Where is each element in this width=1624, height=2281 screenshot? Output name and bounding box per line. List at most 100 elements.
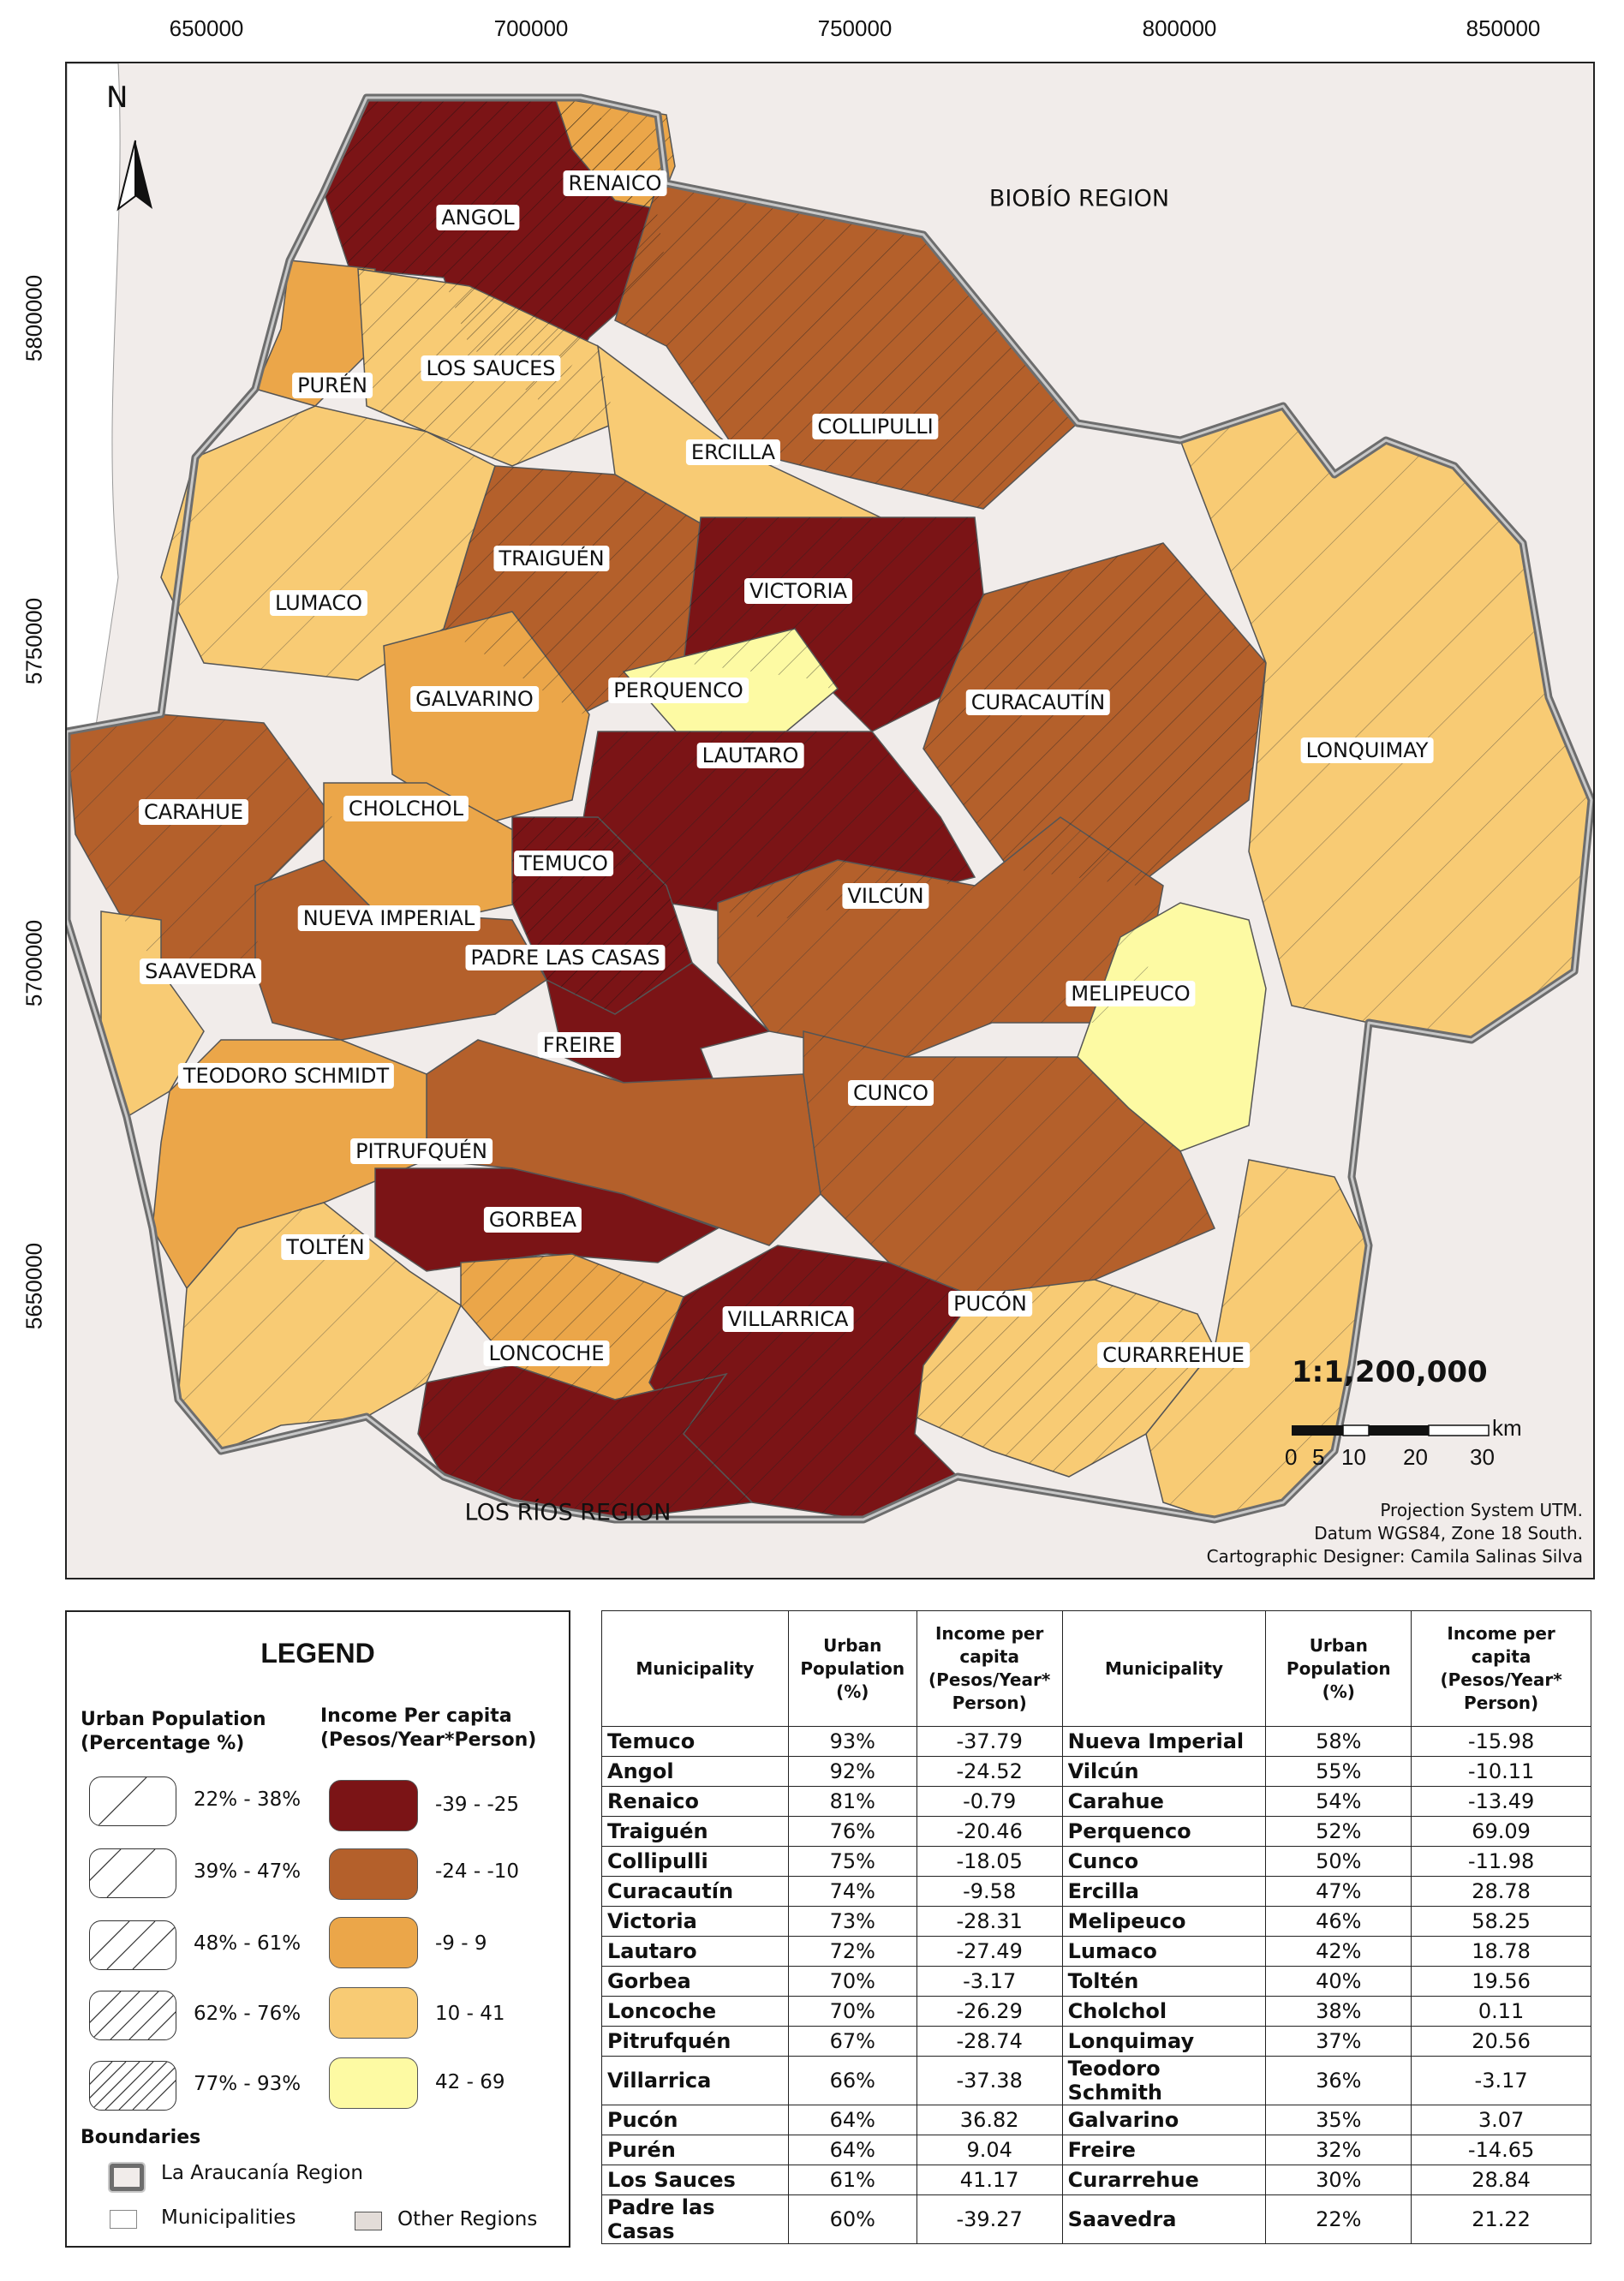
table-row: Purén 64% 9.04 Freire 32% -14.65	[601, 2135, 1591, 2165]
cell-urban-right: 40%	[1265, 1966, 1412, 1997]
table-row: Renaico 81% -0.79 Carahue 54% -13.49	[601, 1786, 1591, 1817]
legend-municipalities-icon	[110, 2210, 137, 2229]
municipality-data-table: Municipality Urban Population (%) Income p…	[601, 1610, 1591, 2244]
label-cholchol: CHOLCHOL	[343, 796, 469, 821]
cell-municipality-right: Saavedra	[1061, 2194, 1267, 2244]
cell-urban-left: 60%	[787, 2194, 917, 2244]
label-lumaco: LUMACO	[269, 590, 368, 616]
label-temuco: TEMUCO	[514, 851, 613, 876]
legend-urban-swatch-1	[89, 1776, 176, 1826]
legend-income-label-1: -39 - -25	[435, 1794, 520, 1816]
cell-urban-right: 37%	[1265, 2026, 1412, 2057]
x-tick-750000: 750000	[817, 15, 893, 41]
muni-nueva-imperial	[254, 859, 547, 1041]
label-gorbea: GORBEA	[483, 1207, 582, 1233]
cell-income-left: -37.79	[916, 1726, 1063, 1757]
cell-municipality-left: Lautaro	[601, 1936, 789, 1967]
cell-municipality-left: Los Sauces	[601, 2165, 789, 2195]
table-row: Victoria 73% -28.31 Melipeuco 46% 58.25	[601, 1906, 1591, 1937]
cell-municipality-right: Perquenco	[1061, 1816, 1267, 1847]
cell-income-right: 58.25	[1411, 1906, 1591, 1937]
cell-income-left: -24.52	[916, 1756, 1063, 1787]
table-row: Los Sauces 61% 41.17 Curarrehue 30% 28.84	[601, 2165, 1591, 2195]
cell-income-left: -28.31	[916, 1906, 1063, 1937]
cell-income-left: -37.38	[916, 2056, 1063, 2105]
scale-bar	[1292, 1424, 1490, 1436]
cell-urban-right: 36%	[1265, 2056, 1412, 2105]
y-tick-5700000: 5700000	[21, 919, 47, 1007]
cell-income-right: -14.65	[1411, 2135, 1591, 2165]
cell-municipality-right: Lonquimay	[1061, 2026, 1267, 2057]
header-income-2: Income per capita (Pesos/Year* Person)	[1411, 1610, 1591, 1727]
cell-municipality-left: Collipulli	[601, 1846, 789, 1877]
scale-unit: km	[1492, 1415, 1522, 1441]
legend-income-swatch-4	[329, 1987, 418, 2039]
label-vilcun: VILCÚN	[842, 883, 929, 909]
cell-income-left: 41.17	[916, 2165, 1063, 2195]
legend-urban-swatch-3	[89, 1920, 176, 1970]
table-row: Padre las Casas 60% -39.27 Saavedra 22% 21.22	[601, 2194, 1591, 2244]
cell-municipality-right: Galvarino	[1061, 2105, 1267, 2135]
label-traiguen: TRAIGUÉN	[493, 546, 610, 571]
cell-urban-right: 32%	[1265, 2135, 1412, 2165]
legend-municipalities-label: Municipalities	[161, 2206, 296, 2229]
cell-municipality-right: Melipeuco	[1061, 1906, 1267, 1937]
cell-urban-right: 47%	[1265, 1876, 1412, 1907]
cell-income-right: -11.98	[1411, 1846, 1591, 1877]
cell-urban-left: 70%	[787, 1996, 917, 2027]
legend-income-swatch-2	[329, 1848, 418, 1900]
table-row: Angol 92% -24.52 Vilcún 55% -10.11	[601, 1756, 1591, 1787]
cell-municipality-right: Cholchol	[1061, 1996, 1267, 2027]
cell-municipality-left: Pitrufquén	[601, 2026, 789, 2057]
cell-income-right: 3.07	[1411, 2105, 1591, 2135]
cell-income-right: -10.11	[1411, 1756, 1591, 1787]
header-urban-1: Urban Population (%)	[787, 1610, 917, 1727]
cell-municipality-left: Temuco	[601, 1726, 789, 1757]
cell-municipality-right: Ercilla	[1061, 1876, 1267, 1907]
cell-urban-left: 64%	[787, 2135, 917, 2165]
legend-other-regions-icon	[355, 2212, 382, 2230]
cell-urban-left: 67%	[787, 2026, 917, 2057]
cell-income-left: -20.46	[916, 1816, 1063, 1847]
legend-panel: LEGEND Urban Population (Percentage %) I…	[65, 1610, 570, 2248]
legend-income-swatch-5	[329, 2057, 418, 2109]
legend-urban-heading: Urban Population (Percentage %)	[81, 1709, 266, 1754]
cell-municipality-left: Gorbea	[601, 1966, 789, 1997]
cell-urban-right: 42%	[1265, 1936, 1412, 1967]
legend-urban-swatch-4	[89, 1991, 176, 2040]
label-perquenco: PERQUENCO	[608, 678, 749, 703]
credit-projection: Projection System UTM.	[1380, 1500, 1583, 1520]
cell-income-right: 28.78	[1411, 1876, 1591, 1907]
legend-other-regions-label: Other Regions	[397, 2208, 538, 2230]
data-table-wrapper: Municipality Urban Population (%) Income p…	[601, 1610, 1591, 2244]
label-nueva-imperial: NUEVA IMPERIAL	[297, 905, 481, 931]
cell-municipality-left: Angol	[601, 1756, 789, 1787]
cell-municipality-left: Pucón	[601, 2105, 789, 2135]
label-victoria: VICTORIA	[744, 578, 852, 604]
cell-municipality-right: Teodoro Schmith	[1061, 2056, 1267, 2105]
credit-designer: Cartographic Designer: Camila Salinas Si…	[1206, 1546, 1583, 1567]
cell-income-right: 19.56	[1411, 1966, 1591, 1997]
cell-income-left: -18.05	[916, 1846, 1063, 1877]
label-galvarino: GALVARINO	[410, 686, 539, 712]
cell-urban-right: 22%	[1265, 2194, 1412, 2244]
label-ercilla: ERCILLA	[685, 439, 781, 465]
cell-municipality-left: Renaico	[601, 1786, 789, 1817]
legend-urban-label-4: 62% - 76%	[194, 2003, 302, 2025]
legend-income-swatch-1	[329, 1780, 418, 1831]
cell-income-left: -0.79	[916, 1786, 1063, 1817]
cell-income-right: 0.11	[1411, 1996, 1591, 2027]
cell-urban-left: 75%	[787, 1846, 917, 1877]
cell-municipality-right: Curarrehue	[1061, 2165, 1267, 2195]
cell-urban-left: 61%	[787, 2165, 917, 2195]
label-puren: PURÉN	[292, 373, 373, 398]
legend-urban-label-2: 39% - 47%	[194, 1860, 302, 1883]
label-los-sauces: LOS SAUCES	[421, 355, 561, 381]
label-carahue: CARAHUE	[138, 799, 249, 825]
label-melipeuco: MELIPEUCO	[1066, 981, 1196, 1006]
header-municipality-2: Municipality	[1061, 1610, 1267, 1727]
legend-income-label-2: -24 - -10	[435, 1860, 520, 1883]
label-villarrica: VILLARRICA	[722, 1306, 854, 1332]
cell-municipality-left: Padre las Casas	[601, 2194, 789, 2244]
cell-income-left: 9.04	[916, 2135, 1063, 2165]
